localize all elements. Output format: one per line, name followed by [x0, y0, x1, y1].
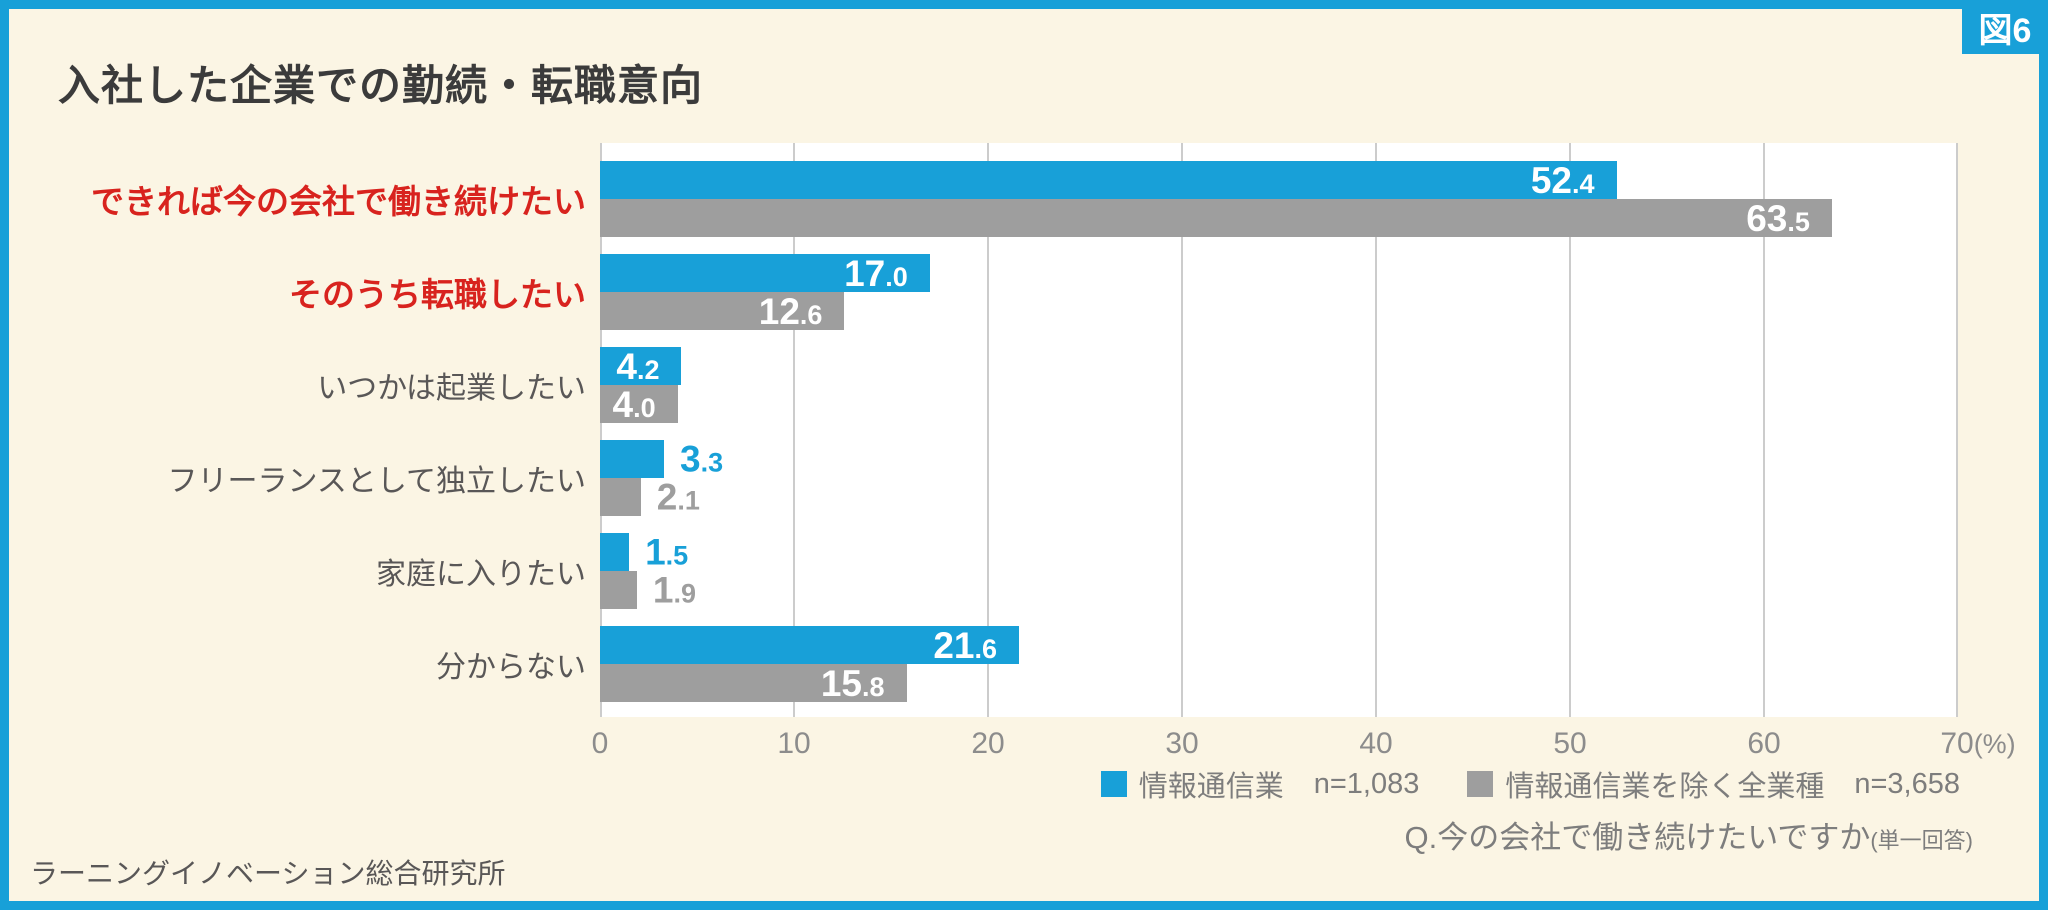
legend-label: 情報通信業を除く全業種	[1505, 771, 1825, 803]
x-tick-label: 40	[1359, 727, 1393, 760]
legend-sample-size: n=3,658	[1854, 767, 1960, 800]
category-label: フリーランスとして独立したい	[167, 465, 587, 498]
bar-primary: 17.0	[600, 254, 930, 292]
bar-value-label: 12.6	[758, 290, 823, 332]
legend-label: 情報通信業	[1138, 771, 1284, 803]
survey-question: Q.今の会社で働き続けたいですか(単一回答)	[1405, 812, 1973, 857]
bar-value-label: 21.6	[933, 624, 998, 666]
bar-secondary: 1.9	[600, 571, 696, 609]
bar-value-label: 4.2	[616, 345, 660, 387]
gridline	[600, 143, 602, 717]
source-credit: ラーニングイノベーション総合研究所	[30, 858, 506, 889]
bar-chart: できれば今の会社で働き続けたいそのうち転職したいいつかは起業したいフリーランスと…	[0, 143, 2048, 783]
category-label: いつかは起業したい	[317, 372, 586, 405]
x-tick-label: 50	[1553, 727, 1587, 760]
category-label: できれば今の会社で働き続けたい	[91, 183, 586, 220]
category-label: 分からない	[436, 651, 586, 684]
bar-secondary: 4.0	[600, 385, 678, 423]
bar-value-label: 17.0	[844, 252, 908, 294]
page-title: 入社した企業での勤続・転職意向	[58, 62, 704, 109]
legend-item-secondary: 情報通信業を除く全業種 n=3,658	[1467, 763, 1960, 805]
bar-secondary: 2.1	[600, 478, 700, 516]
bar-secondary: 63.5	[600, 199, 1832, 237]
bar-value-label: 1.9	[652, 569, 696, 611]
bar-value-label: 2.1	[656, 476, 700, 518]
gridline	[1181, 143, 1183, 717]
bar-primary: 21.6	[600, 624, 1020, 666]
bar-value-label: 1.5	[645, 531, 689, 573]
legend: 情報通信業 n=1,083 情報通信業を除く全業種 n=3,658	[1100, 763, 1960, 805]
x-tick-label: 20	[971, 727, 1005, 760]
x-tick-label: 0	[591, 727, 609, 760]
bar-value-label: 4.0	[612, 383, 656, 425]
bar-value-label: 15.8	[820, 662, 885, 704]
bar-value-label: 3.3	[680, 438, 724, 480]
x-tick-label: 10	[777, 727, 811, 760]
gridline	[1763, 143, 1765, 717]
x-tick-label: 70(%)	[1940, 727, 2016, 760]
plot-area: 52.4 17.0 4.2 3.3 1.5 21.6 63.5 12.6 4.0 2.1 1.9 15…	[600, 143, 1958, 717]
gridline	[793, 143, 795, 717]
legend-item-primary: 情報通信業 n=1,083	[1100, 763, 1420, 805]
bar-primary: 3.3	[600, 440, 723, 478]
gridline	[1956, 143, 1958, 717]
category-labels: できれば今の会社で働き続けたいそのうち転職したいいつかは起業したいフリーランスと…	[0, 143, 586, 717]
x-axis: 0 10 20 30 40 50 60 70(%)	[592, 717, 2016, 767]
x-tick-label: 30	[1165, 727, 1199, 760]
legend-swatch-primary-icon	[1100, 771, 1127, 797]
x-tick-label: 60	[1747, 727, 1781, 760]
legend-sample-size: n=1,083	[1313, 767, 1420, 800]
survey-question-note: (単一回答)	[1870, 828, 1973, 853]
bar-secondary: 15.8	[600, 664, 907, 702]
category-label: そのうち転職したい	[289, 276, 586, 313]
survey-question-text: Q.今の会社で働き続けたいですか	[1404, 820, 1871, 855]
figure-badge: 図6	[1962, 0, 2048, 54]
bar-primary: 52.4	[600, 161, 1617, 199]
bar-value-label: 63.5	[1746, 197, 1810, 239]
category-label: 家庭に入りたい	[376, 558, 586, 591]
x-axis-unit: (%)	[1973, 729, 2016, 759]
legend-swatch-secondary-icon	[1467, 771, 1494, 797]
gridline	[987, 143, 989, 717]
bar-secondary: 12.6	[600, 290, 845, 332]
bar-primary: 1.5	[600, 533, 688, 571]
gridline	[1569, 143, 1571, 717]
gridline	[1375, 143, 1377, 717]
bar-value-label: 52.4	[1530, 159, 1595, 201]
bar-primary: 4.2	[600, 345, 682, 387]
